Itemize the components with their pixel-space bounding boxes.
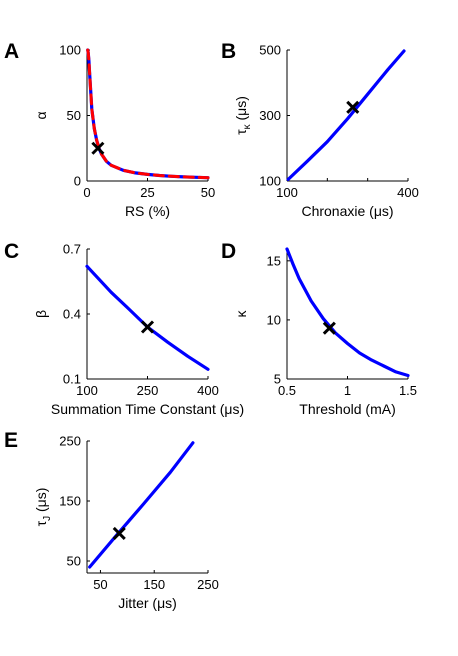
marker-x-e	[112, 526, 126, 540]
y-tick-label-d: 10	[267, 312, 281, 327]
x-tick-label-a: 25	[140, 185, 154, 200]
marker-x-c	[140, 320, 155, 334]
y-tick-label-a: 0	[74, 174, 81, 189]
y-tick-label-a: 50	[67, 108, 81, 123]
series-line-c-1	[85, 264, 210, 371]
series-line-e-1	[88, 441, 195, 569]
panel-letter-a: A	[4, 40, 19, 63]
x-tick-label-a: 0	[83, 185, 90, 200]
x-tick-label-c: 100	[76, 383, 98, 398]
y-tick-label-b: 300	[259, 108, 281, 123]
y-tick-label-c: 0.7	[63, 242, 81, 257]
y-axis-label-c: β	[33, 310, 49, 318]
marker-x-b	[346, 100, 360, 114]
y-tick-label-b: 100	[259, 174, 281, 189]
x-tick-label-d: 0.5	[278, 383, 296, 398]
y-tick-label-c: 0.4	[63, 307, 81, 322]
panel-letter-b: B	[221, 40, 236, 63]
x-axis-label-b: Chronaxie (μs)	[301, 203, 393, 219]
panel-letter-c: C	[4, 240, 19, 263]
panel-d: D 0.5 1 1.5 5 10 15 Threshold (mA) κ	[221, 240, 417, 417]
y-tick-label-d: 15	[267, 253, 281, 268]
x-tick-label-b: 400	[397, 185, 419, 200]
x-tick-label-c: 400	[197, 383, 219, 398]
y-tick-label-e: 150	[59, 494, 81, 509]
series-line-b-1	[286, 49, 406, 181]
panel-b: B 100 400 100 300 500 Chronaxie (μs) τκ (μs)	[221, 40, 419, 219]
series-line-d-1	[285, 247, 410, 378]
x-tick-label-d: 1	[344, 383, 351, 398]
panel-letter-e: E	[4, 429, 18, 452]
x-tick-label-e: 50	[93, 577, 107, 592]
x-axis-label-d: Threshold (mA)	[299, 401, 395, 417]
x-axis-label-a: RS (%)	[125, 203, 170, 219]
panel-c: C 100 250 400 0.1 0.4 0.7 Summation Time Const…	[4, 240, 244, 417]
marker-x-d	[322, 321, 336, 335]
x-tick-label-e: 250	[197, 577, 219, 592]
panel-a: A 0 25 50 0 50 100 RS (%) α	[4, 40, 215, 219]
x-tick-label-d: 1.5	[399, 383, 417, 398]
y-tick-label-c: 0.1	[63, 372, 81, 387]
y-axis-label-d: κ	[233, 310, 249, 318]
x-tick-label-a: 50	[201, 185, 215, 200]
panel-e: E 50 150 250 50 150 250 Jitter (μs) τJ (μs)	[4, 429, 219, 611]
x-axis-label-c: Summation Time Constant (μs)	[51, 401, 244, 417]
x-tick-label-c: 250	[137, 383, 159, 398]
y-axis-label-a: α	[33, 111, 49, 119]
y-tick-label-b: 500	[259, 43, 281, 58]
x-axis-label-e: Jitter (μs)	[118, 595, 177, 611]
y-tick-label-d: 5	[274, 372, 281, 387]
x-tick-label-e: 150	[143, 577, 165, 592]
y-tick-label-e: 250	[59, 434, 81, 449]
y-tick-label-e: 50	[67, 554, 81, 569]
y-axis-label-e: τJ (μs)	[33, 488, 53, 527]
panel-letter-d: D	[221, 240, 236, 263]
x-tick-label-b: 100	[276, 185, 298, 200]
y-axis-label-b: τκ (μs)	[233, 96, 253, 135]
marker-x-a	[91, 141, 105, 155]
series-line-a-2	[86, 48, 210, 180]
y-tick-label-a: 100	[59, 43, 81, 58]
